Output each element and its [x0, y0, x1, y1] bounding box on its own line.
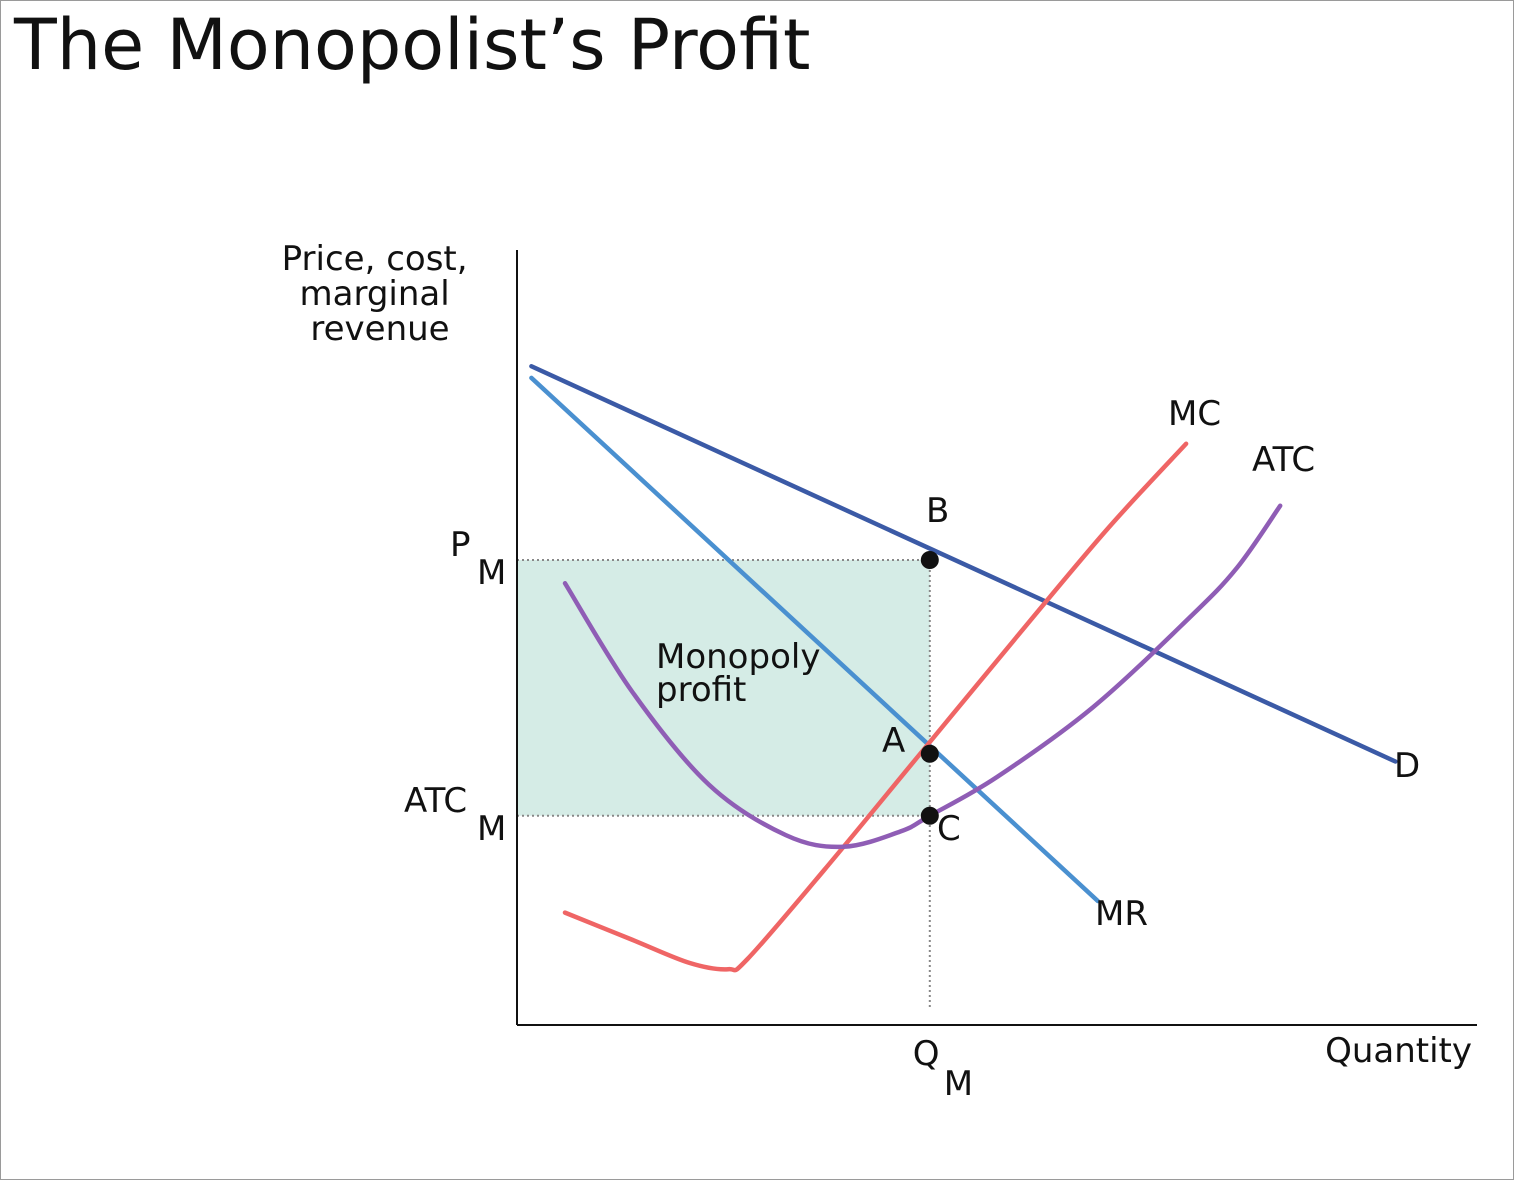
point-label-b: B: [926, 491, 949, 531]
slide-title: The Monopolist’s Profit: [14, 4, 811, 86]
point-a-marker: [920, 744, 939, 763]
marginal-cost-curve: [562, 441, 1189, 973]
annotation-line-2: profit: [656, 670, 746, 710]
tick-label-pm-main: P: [450, 525, 471, 565]
annotation-line-1: Monopoly: [656, 637, 820, 677]
point-b-marker: [920, 551, 939, 569]
tick-label-atcm-main: ATC: [404, 781, 467, 821]
tick-label-qm: Q M: [913, 1034, 973, 1104]
y-axis-label-line-1: Price, cost,: [282, 239, 468, 279]
y-axis-label: Price, cost, marginal revenue: [282, 239, 479, 349]
tick-label-atcm-sub: M: [477, 809, 506, 849]
tick-label-pm: P M: [450, 525, 506, 593]
tick-label-pm-sub: M: [477, 553, 506, 593]
demand-curve: [529, 364, 1398, 764]
point-label-a: A: [882, 721, 905, 761]
series-label-atc: ATC: [1252, 440, 1315, 480]
series-label-d: D: [1394, 746, 1420, 786]
tick-label-atcm: ATC M: [404, 781, 506, 849]
marginal-revenue-curve: [529, 375, 1101, 904]
series-label-mr: MR: [1095, 894, 1148, 934]
tick-label-qm-main: Q: [913, 1034, 940, 1074]
tick-label-qm-sub: M: [944, 1064, 973, 1104]
monopoly-profit-area: [517, 560, 930, 816]
x-axis-label: Quantity: [1325, 1031, 1472, 1071]
monopoly-profit-annotation: Monopoly profit: [656, 637, 831, 710]
average-total-cost-curve: [562, 503, 1283, 850]
y-axis-label-line-2: marginal: [299, 274, 449, 314]
point-label-c: C: [937, 809, 961, 849]
series-label-mc: MC: [1168, 394, 1221, 434]
y-axis-label-line-3: revenue: [310, 309, 449, 349]
point-c-marker: [920, 806, 939, 825]
